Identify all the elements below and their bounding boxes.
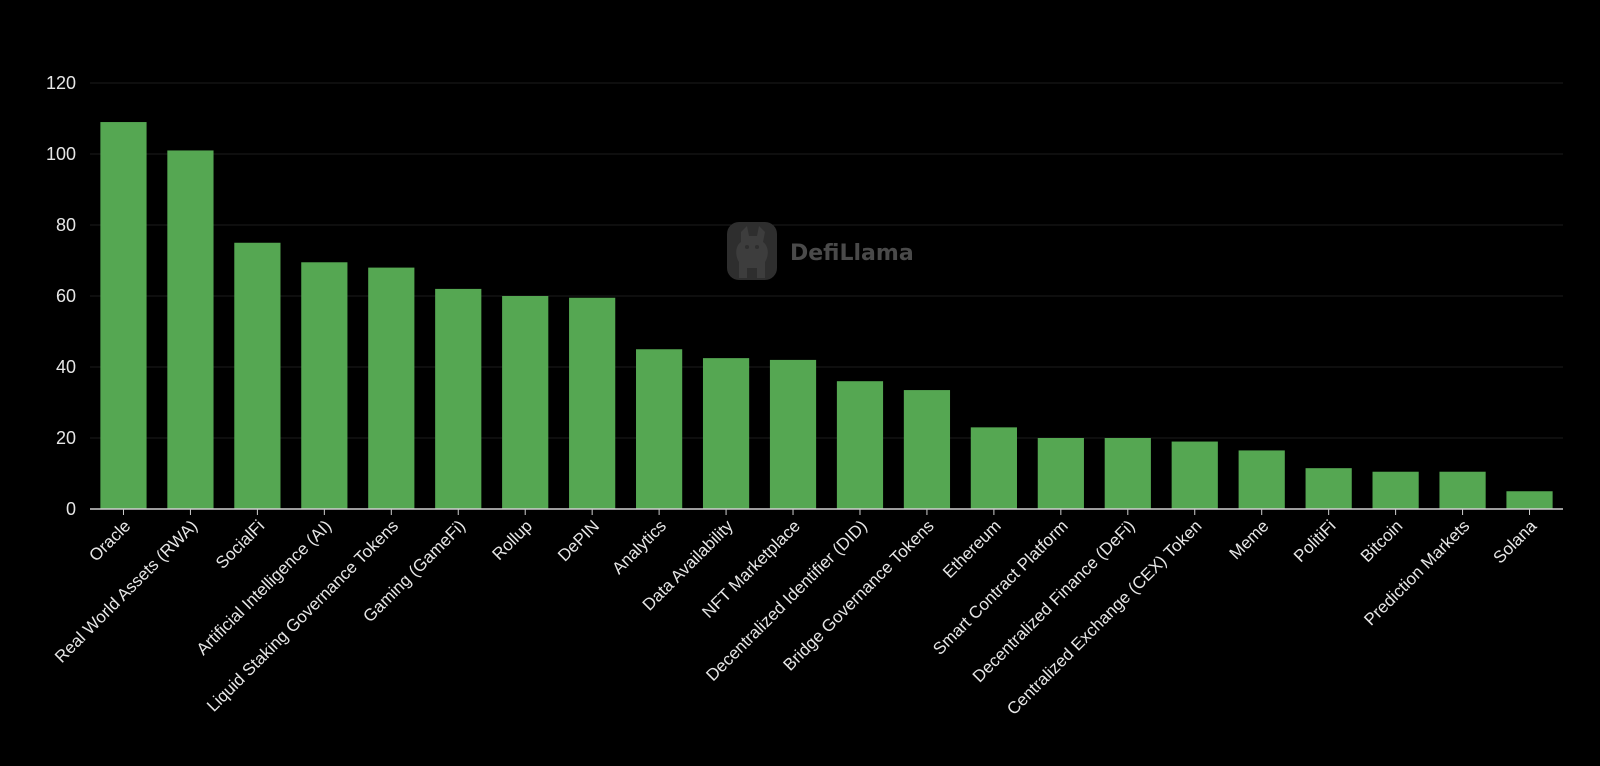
bar[interactable] xyxy=(502,296,549,509)
bar[interactable] xyxy=(1238,450,1285,509)
bar[interactable] xyxy=(836,381,884,509)
bar[interactable] xyxy=(702,358,750,509)
bar[interactable] xyxy=(1439,471,1486,509)
bar[interactable] xyxy=(1104,438,1151,509)
bar[interactable] xyxy=(1372,471,1419,509)
x-tick-label: Smart Contract Platform xyxy=(929,516,1071,658)
x-tick-label: Rollup xyxy=(489,516,537,564)
x-tick-label: Meme xyxy=(1226,516,1273,563)
y-tick-label: 20 xyxy=(56,428,76,448)
x-tick-label: Solana xyxy=(1489,516,1540,567)
x-tick-label: Oracle xyxy=(85,516,134,565)
y-tick-label: 0 xyxy=(66,499,76,519)
watermark-text: DefiLlama xyxy=(790,241,914,266)
bar[interactable] xyxy=(100,122,147,510)
bar[interactable] xyxy=(1171,441,1218,509)
y-tick-label: 100 xyxy=(46,144,76,164)
bar[interactable] xyxy=(636,349,683,509)
y-tick-label: 40 xyxy=(56,357,76,377)
bar[interactable] xyxy=(435,288,482,509)
y-axis-ticks: 0 20 40 60 80 100 120 xyxy=(46,73,76,519)
bar[interactable] xyxy=(1506,491,1553,509)
x-tick-label: SocialFi xyxy=(212,516,268,572)
x-tick-label: Analytics xyxy=(608,516,670,578)
x-tick-label: Ethereum xyxy=(939,516,1005,582)
llama-logo-icon xyxy=(727,222,777,280)
bar[interactable] xyxy=(1037,438,1084,509)
x-tick-label: Real World Assets (RWA) xyxy=(51,516,201,666)
y-tick-label: 60 xyxy=(56,286,76,306)
y-tick-label: 80 xyxy=(56,215,76,235)
y-tick-label: 120 xyxy=(46,73,76,93)
bar[interactable] xyxy=(970,427,1017,509)
bar[interactable] xyxy=(569,297,616,509)
bar[interactable] xyxy=(234,242,281,509)
x-tick-label: Bitcoin xyxy=(1357,516,1407,566)
bar[interactable] xyxy=(769,359,817,509)
bar[interactable] xyxy=(167,150,214,509)
bar[interactable] xyxy=(1305,468,1352,509)
x-tick-label: PolitiFi xyxy=(1290,516,1340,566)
x-tick-label: Artificial Intelligence (AI) xyxy=(193,516,335,658)
bars xyxy=(100,122,1553,510)
bar[interactable] xyxy=(903,390,951,509)
watermark: DefiLlama xyxy=(727,222,914,280)
x-tick-label: DePIN xyxy=(554,516,603,565)
bar[interactable] xyxy=(301,262,348,509)
bar[interactable] xyxy=(368,267,415,509)
